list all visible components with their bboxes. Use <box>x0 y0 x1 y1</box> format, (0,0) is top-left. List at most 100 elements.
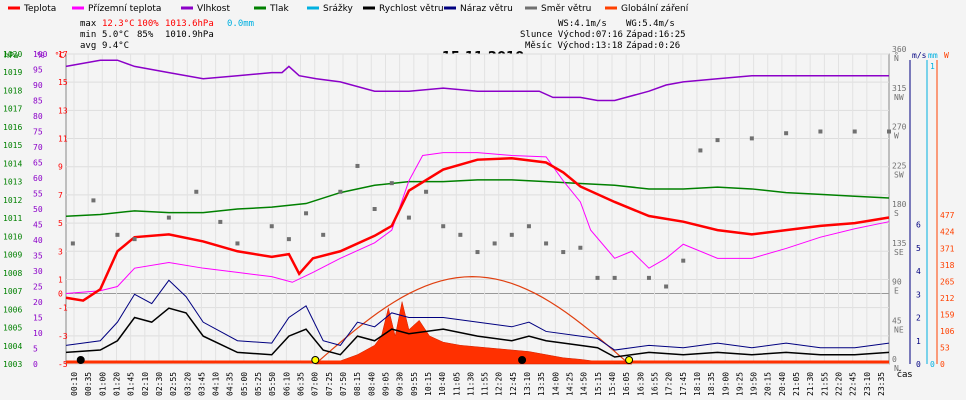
temp-tick-12: 17 <box>58 50 68 59</box>
wind-direction-point-25 <box>561 250 566 255</box>
x-tick-label-38: 15:40 <box>608 372 617 396</box>
x-tick-label-40: 16:30 <box>636 372 645 396</box>
x-tick-label-15: 06:10 <box>282 372 291 396</box>
wind-tick-5: 5 <box>916 244 921 253</box>
x-tick-label-5: 02:10 <box>141 372 150 396</box>
wind-direction-point-37 <box>852 129 857 134</box>
plot-frame <box>65 53 890 365</box>
x-tick-label-21: 08:40 <box>367 372 376 396</box>
wind-tick-2: 2 <box>916 314 921 323</box>
wind-direction-point-29 <box>646 275 651 280</box>
hum-tick-17: 85 <box>33 97 43 106</box>
temp-tick-6: 5 <box>58 219 63 228</box>
wind-tick-3: 3 <box>916 290 921 299</box>
hum-tick-4: 20 <box>33 298 43 307</box>
press-tick-3: 1006 <box>3 305 22 314</box>
x-tick-label-29: 11:55 <box>481 372 490 396</box>
axis-unit-temp: °C <box>55 51 65 60</box>
wind-direction-point-18 <box>441 224 446 229</box>
press-tick-8: 1011 <box>3 214 22 223</box>
rad-tick-4: 212 <box>940 294 955 303</box>
x-tick-label-30: 12:20 <box>495 372 504 396</box>
x-tick-label-4: 01:45 <box>127 372 136 396</box>
x-tick-label-34: 14:00 <box>551 372 560 396</box>
x-tick-label-2: 01:00 <box>98 372 107 396</box>
legend-label-1: Přízemní teplota <box>88 4 161 14</box>
wind-direction-point-19 <box>458 232 463 237</box>
hum-tick-2: 10 <box>33 329 43 338</box>
legend-label-5: Rychlost větru <box>379 4 444 14</box>
dir-tick-6: 270 <box>892 123 907 132</box>
wind-direction-point-6 <box>218 219 223 224</box>
dir-label-0: N <box>894 364 899 373</box>
x-tick-label-13: 05:25 <box>254 372 263 396</box>
temp-tick-7: 7 <box>58 191 63 200</box>
axis-unit-press: hPa <box>4 51 19 60</box>
wind-direction-point-12 <box>338 189 343 194</box>
x-tick-label-31: 12:45 <box>509 372 518 396</box>
ground-temperature-line <box>65 152 890 295</box>
dir-label-1: NE <box>894 325 904 334</box>
wind-direction-point-34 <box>749 136 754 141</box>
hum-tick-5: 25 <box>33 283 43 292</box>
axis-unit-wind: m/s <box>912 51 927 60</box>
wind-direction-point-28 <box>612 275 617 280</box>
legend-label-6: Náraz větru <box>460 4 513 14</box>
rain-tick-0: 0 <box>930 360 935 369</box>
x-tick-label-49: 20:15 <box>764 372 773 396</box>
stat-max-press: 1013.6hPa <box>165 19 214 29</box>
wind-direction-point-22 <box>509 232 514 237</box>
x-tick-label-48: 19:50 <box>750 372 759 396</box>
wind-direction-point-26 <box>578 245 583 250</box>
x-tick-label-46: 19:00 <box>721 372 730 396</box>
hum-tick-1: 5 <box>33 345 38 354</box>
hum-tick-20: 100 <box>33 50 48 59</box>
x-tick-label-42: 17:20 <box>665 372 674 396</box>
x-tick-label-43: 17:45 <box>679 372 688 396</box>
hum-tick-6: 30 <box>33 267 43 276</box>
press-tick-12: 1015 <box>3 141 22 150</box>
dir-tick-3: 135 <box>892 239 907 248</box>
wind-direction-point-31 <box>681 258 686 263</box>
wind-direction-point-5 <box>194 189 199 194</box>
x-tick-label-52: 21:30 <box>806 372 815 396</box>
pressure-line <box>65 179 890 218</box>
x-tick-label-25: 10:15 <box>424 372 433 396</box>
wind-direction-point-15 <box>389 181 394 186</box>
wind-direction-point-36 <box>818 129 823 134</box>
stat-min-temp: 5.0°C <box>102 30 129 40</box>
legend-label-3: Tlak <box>269 4 290 14</box>
wind-direction-point-23 <box>526 224 531 229</box>
x-tick-label-6: 02:30 <box>155 372 164 396</box>
dir-label-2: E <box>894 287 899 296</box>
wind-direction-point-27 <box>595 275 600 280</box>
press-tick-14: 1017 <box>3 105 22 114</box>
wind-direction-point-13 <box>355 163 360 168</box>
rad-tick-7: 371 <box>940 244 955 253</box>
press-tick-11: 1014 <box>3 159 22 168</box>
wind-direction-point-8 <box>269 224 274 229</box>
dir-tick-1: 45 <box>892 316 902 325</box>
temp-tick-11: 15 <box>58 78 68 87</box>
plot-area: 00:10 00:35 01:00 01:20 01:45 02:10 02:30 02:55… <box>3 45 955 396</box>
press-tick-9: 1012 <box>3 196 22 205</box>
temp-tick-8: 9 <box>58 163 63 172</box>
wind-direction-point-38 <box>887 129 891 134</box>
x-tick-label-17: 07:00 <box>311 372 320 396</box>
dir-label-4: S <box>894 209 899 218</box>
temperature-line <box>65 157 890 302</box>
x-tick-label-37: 15:15 <box>594 372 603 396</box>
hum-tick-12: 60 <box>33 174 43 183</box>
radiation-theoretical-curve <box>314 276 630 365</box>
x-tick-label-27: 11:05 <box>452 372 461 396</box>
x-tick-label-55: 22:45 <box>849 372 858 396</box>
press-tick-15: 1018 <box>3 86 22 95</box>
hum-tick-7: 35 <box>33 252 43 261</box>
wind-direction-point-30 <box>664 284 669 289</box>
wind-direction-point-2 <box>115 232 120 237</box>
rad-tick-3: 159 <box>940 310 955 319</box>
dir-label-7: NW <box>894 93 904 102</box>
legend-label-2: Vlhkost <box>197 4 230 14</box>
x-tick-label-16: 06:35 <box>297 372 306 396</box>
rad-tick-6: 318 <box>940 261 955 270</box>
